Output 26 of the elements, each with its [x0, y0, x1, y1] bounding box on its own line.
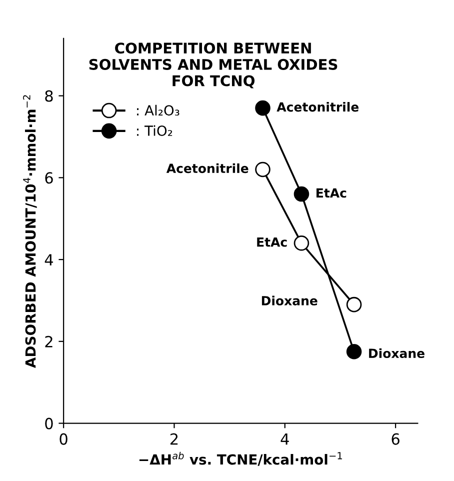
text: COMPETITION BETWEEN SOLVENTS AND METAL OXIDES FOR TCNQ [89, 42, 338, 88]
point [294, 186, 310, 202]
annotation: Dioxane [369, 348, 424, 358]
legend-label: : Al₂O₃ [137, 104, 180, 116]
point [255, 162, 270, 178]
y-tick-label: 4 [44, 254, 53, 266]
annotation: Acetonitrile [276, 102, 359, 112]
x-tick-label: 6 [392, 433, 400, 445]
point [346, 344, 362, 360]
legend-label: : TiO₂ [137, 125, 172, 136]
annotation: Acetonitrile [166, 163, 248, 174]
annotation: EtAc [257, 237, 287, 247]
point [294, 236, 310, 251]
x-tick-label: 2 [170, 433, 178, 445]
annotation: EtAc [316, 188, 346, 198]
x-tick-label: 4 [280, 433, 289, 445]
y-tick-label: 0 [45, 418, 53, 430]
y-tick-label: 2 [45, 336, 52, 348]
y-tick-label: 6 [45, 172, 53, 184]
x-axis-title: −ΔH$^{ab}$ vs. TCNE/kcal·mol$^{−1}$ [139, 452, 342, 466]
y-axis-title: ADSORBED AMOUNT/10$^{4}$·mmol·m$^{−2}$ [23, 95, 37, 368]
point [346, 296, 362, 312]
x-tick-label: 0 [60, 433, 68, 445]
annotation: Dioxane [262, 296, 318, 306]
y-tick-label: 8 [45, 90, 53, 102]
point [255, 100, 270, 116]
